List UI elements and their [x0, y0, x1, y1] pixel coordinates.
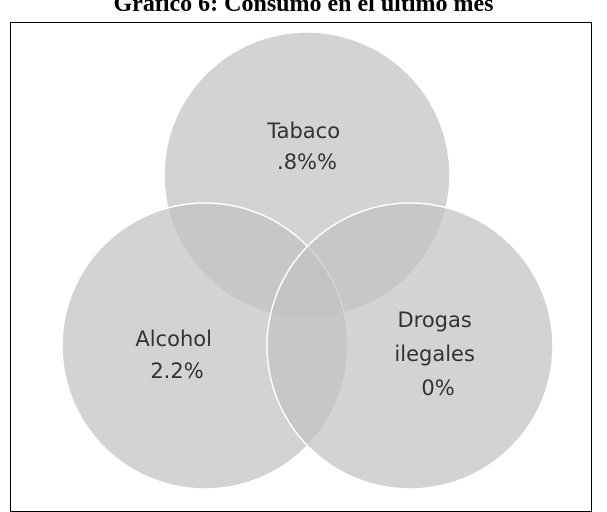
label-drogas-line2: ilegales: [394, 342, 474, 366]
label-drogas-value: 0%: [421, 376, 454, 400]
label-alcohol: Alcohol 2.2%: [135, 327, 218, 383]
label-alcohol-name: Alcohol: [135, 327, 212, 351]
venn-diagram: Tabaco .8%% Alcohol 2.2% Drogas ilegales…: [61, 31, 554, 490]
circle-drogas: [266, 202, 554, 490]
chart-title: Gráfico 6: Consumo en el último mes: [113, 0, 494, 17]
label-tabaco: Tabaco .8%%: [266, 119, 347, 174]
venn-circles: [61, 31, 554, 490]
label-drogas-line1: Drogas: [397, 308, 471, 332]
label-drogas: Drogas ilegales 0%: [394, 308, 481, 400]
label-tabaco-value: .8%%: [277, 150, 337, 174]
label-alcohol-value: 2.2%: [150, 359, 203, 383]
label-tabaco-name: Tabaco: [266, 119, 340, 143]
